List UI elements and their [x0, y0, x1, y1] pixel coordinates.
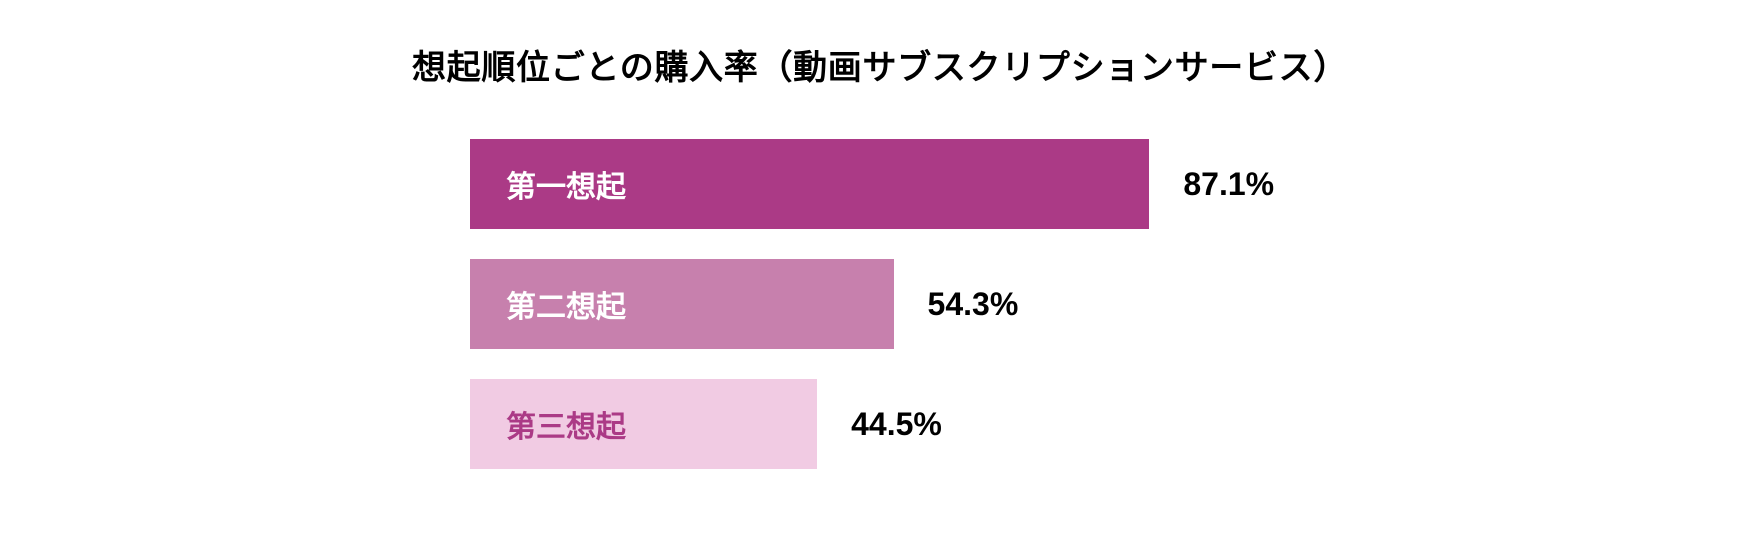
bar-row: 第三想起 44.5% [470, 379, 942, 469]
bar-row: 第一想起 87.1% [470, 139, 1274, 229]
bar-0: 第一想起 [470, 139, 1149, 229]
chart-title: 想起順位ごとの購入率（動画サブスクリプションサービス） [0, 40, 1760, 89]
bar-1: 第二想起 [470, 259, 894, 349]
bar-value-label: 87.1% [1183, 166, 1274, 203]
bar-category-label: 第一想起 [506, 162, 626, 206]
bar-row: 第二想起 54.3% [470, 259, 1018, 349]
bar-value-label: 54.3% [928, 286, 1019, 323]
bar-category-label: 第三想起 [506, 402, 626, 446]
bar-2: 第三想起 [470, 379, 817, 469]
bar-value-label: 44.5% [851, 406, 942, 443]
bar-rows: 第一想起 87.1% 第二想起 54.3% 第三想起 44.5% [0, 139, 1760, 469]
chart-container: 想起順位ごとの購入率（動画サブスクリプションサービス） 第一想起 87.1% 第… [0, 0, 1760, 560]
bar-category-label: 第二想起 [506, 282, 626, 326]
